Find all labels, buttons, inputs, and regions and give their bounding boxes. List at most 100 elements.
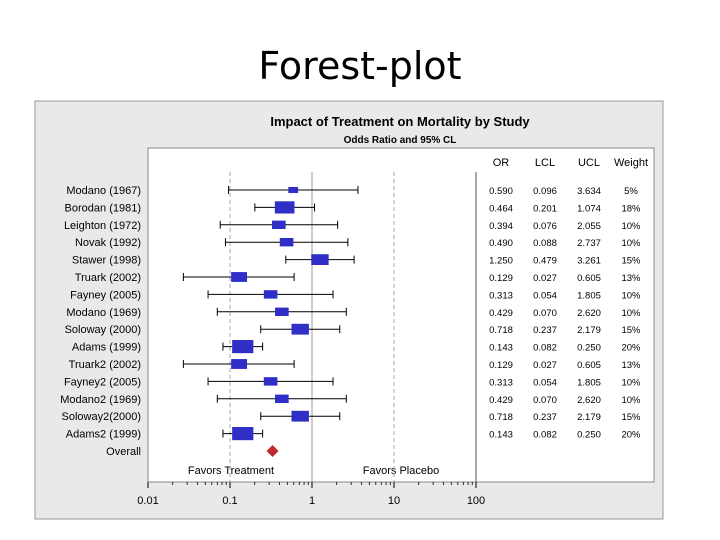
ucl-value: 1.805 bbox=[577, 377, 601, 388]
ucl-value: 2.737 bbox=[577, 238, 601, 249]
study-row: Soloway2(2000) 0.718 0.237 2.179 15% bbox=[62, 410, 641, 423]
overall-row: Overall bbox=[106, 445, 279, 458]
weight-value: 13% bbox=[621, 273, 641, 284]
weight-value: 20% bbox=[621, 343, 641, 354]
study-row: Modano (1967) 0.590 0.096 3.634 5% bbox=[66, 185, 638, 197]
study-label: Borodan (1981) bbox=[65, 202, 141, 214]
odds-ratio-box bbox=[274, 201, 295, 214]
study-row: Fayney (2005) 0.313 0.054 1.805 10% bbox=[70, 289, 641, 301]
study-label: Stawer (1998) bbox=[72, 255, 141, 267]
weight-value: 10% bbox=[621, 308, 641, 319]
lcl-value: 0.070 bbox=[533, 395, 557, 406]
or-value: 0.394 bbox=[489, 221, 513, 232]
study-row: Truark (2002) 0.129 0.027 0.605 13% bbox=[75, 272, 641, 284]
weight-value: 10% bbox=[621, 221, 641, 232]
ucl-value: 2.055 bbox=[577, 221, 601, 232]
odds-ratio-box bbox=[232, 340, 254, 354]
or-value: 0.718 bbox=[489, 325, 513, 336]
header-lcl: LCL bbox=[535, 157, 555, 169]
or-value: 0.143 bbox=[489, 343, 513, 354]
lcl-value: 0.088 bbox=[533, 238, 557, 249]
or-value: 0.464 bbox=[489, 203, 513, 214]
study-label: Modano (1969) bbox=[66, 307, 141, 319]
or-value: 0.718 bbox=[489, 412, 513, 423]
or-value: 0.590 bbox=[489, 186, 513, 197]
odds-ratio-box bbox=[275, 394, 289, 404]
or-value: 0.429 bbox=[489, 395, 513, 406]
overall-diamond bbox=[266, 445, 279, 457]
odds-ratio-box bbox=[279, 237, 294, 247]
lcl-value: 0.237 bbox=[533, 412, 557, 423]
study-label: Truark (2002) bbox=[75, 272, 141, 284]
study-label: Modano (1967) bbox=[66, 185, 141, 197]
odds-ratio-box bbox=[288, 186, 299, 194]
or-value: 0.129 bbox=[489, 360, 513, 371]
chart-title: Impact of Treatment on Mortality by Stud… bbox=[270, 114, 530, 129]
tick-label: 100 bbox=[467, 495, 485, 507]
study-label: Adams (1999) bbox=[72, 342, 141, 354]
study-label: Soloway (2000) bbox=[65, 324, 141, 336]
lcl-value: 0.096 bbox=[533, 186, 557, 197]
tick-label: 10 bbox=[388, 495, 400, 507]
study-row: Stawer (1998) 1.250 0.479 3.261 15% bbox=[72, 254, 641, 267]
header-weight: Weight bbox=[614, 157, 648, 169]
header-or: OR bbox=[493, 157, 510, 169]
or-value: 0.429 bbox=[489, 308, 513, 319]
lcl-value: 0.237 bbox=[533, 325, 557, 336]
study-label: Fayney2 (2005) bbox=[64, 376, 141, 388]
odds-ratio-box bbox=[263, 377, 278, 386]
ucl-value: 3.634 bbox=[577, 186, 601, 197]
slide-title: Forest-plot bbox=[258, 44, 462, 88]
odds-ratio-box bbox=[311, 254, 329, 265]
ucl-value: 3.261 bbox=[577, 256, 601, 267]
ucl-value: 2.620 bbox=[577, 308, 601, 319]
study-row: Modano (1969) 0.429 0.070 2.620 10% bbox=[66, 307, 641, 319]
weight-value: 15% bbox=[621, 412, 641, 423]
study-row: Adams2 (1999) 0.143 0.082 0.250 20% bbox=[66, 427, 641, 441]
study-label: Novak (1992) bbox=[75, 237, 141, 249]
lcl-value: 0.027 bbox=[533, 273, 557, 284]
weight-value: 10% bbox=[621, 395, 641, 406]
weight-value: 10% bbox=[621, 290, 641, 301]
odds-ratio-box bbox=[232, 427, 254, 441]
lcl-value: 0.054 bbox=[533, 377, 557, 388]
ucl-value: 2.179 bbox=[577, 325, 601, 336]
ucl-value: 1.805 bbox=[577, 290, 601, 301]
weight-value: 20% bbox=[621, 430, 641, 441]
lcl-value: 0.076 bbox=[533, 221, 557, 232]
overall-label: Overall bbox=[106, 446, 141, 458]
odds-ratio-box bbox=[291, 323, 309, 335]
study-row: Leighton (1972) 0.394 0.076 2.055 10% bbox=[64, 220, 641, 232]
lcl-value: 0.082 bbox=[533, 343, 557, 354]
ucl-value: 0.605 bbox=[577, 360, 601, 371]
or-value: 0.313 bbox=[489, 290, 513, 301]
study-row: Modano2 (1969) 0.429 0.070 2.620 10% bbox=[60, 394, 641, 406]
study-label: Adams2 (1999) bbox=[66, 429, 141, 441]
odds-ratio-box bbox=[231, 272, 248, 282]
study-label: Fayney (2005) bbox=[70, 289, 141, 301]
odds-ratio-box bbox=[291, 410, 309, 422]
weight-value: 10% bbox=[621, 238, 641, 249]
lcl-value: 0.054 bbox=[533, 290, 557, 301]
weight-value: 5% bbox=[624, 186, 638, 197]
tick-label: 0.01 bbox=[137, 495, 158, 507]
study-row: Novak (1992) 0.490 0.088 2.737 10% bbox=[75, 237, 641, 249]
lcl-value: 0.082 bbox=[533, 430, 557, 441]
or-value: 0.490 bbox=[489, 238, 513, 249]
chart-subtitle: Odds Ratio and 95% CL bbox=[344, 135, 457, 146]
ucl-value: 2.620 bbox=[577, 395, 601, 406]
weight-value: 15% bbox=[621, 325, 641, 336]
study-row: Borodan (1981) 0.464 0.201 1.074 18% bbox=[65, 201, 641, 214]
tick-label: 1 bbox=[309, 495, 315, 507]
ucl-value: 0.250 bbox=[577, 343, 601, 354]
ucl-value: 0.250 bbox=[577, 430, 601, 441]
ucl-value: 1.074 bbox=[577, 203, 601, 214]
ucl-value: 2.179 bbox=[577, 412, 601, 423]
or-value: 1.250 bbox=[489, 256, 513, 267]
or-value: 0.143 bbox=[489, 430, 513, 441]
tick-label: 0.1 bbox=[222, 495, 237, 507]
header-ucl: UCL bbox=[578, 157, 600, 169]
weight-value: 18% bbox=[621, 203, 641, 214]
or-value: 0.313 bbox=[489, 377, 513, 388]
